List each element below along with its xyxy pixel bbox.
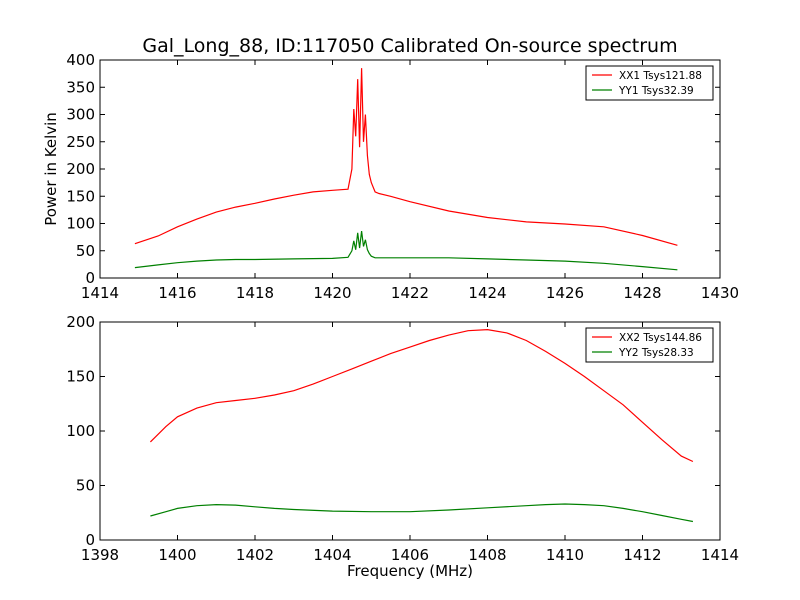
bottom-spectrum-panel: 1398 1400 1402 1404 1406 1408 1410 1412 1414 0 50 1…: [66, 313, 739, 564]
x-tick-label: 1402: [236, 546, 274, 564]
legend-box: [585, 65, 714, 101]
x-tick-label: 1410: [546, 546, 584, 564]
y-tick-label: 0: [85, 269, 95, 287]
y-tick-label: 50: [76, 242, 95, 260]
x-tick-label: 1404: [313, 546, 351, 564]
x-tick-label: 1420: [313, 284, 351, 302]
y-tick-label: 150: [66, 368, 95, 386]
y-tick-label: 200: [66, 313, 95, 331]
figure-title: Gal_Long_88, ID:117050 Calibrated On-sou…: [142, 35, 677, 57]
y-tick-label: 100: [66, 422, 95, 440]
x-tick-label: 1418: [236, 284, 274, 302]
y-tick-label: 150: [66, 187, 95, 205]
x-tick-label: 1406: [391, 546, 429, 564]
top-spectrum-panel: 1414 1416 1418 1420 1422 1424 1426 1428 1430 0 50 1…: [66, 51, 739, 302]
x-tick-label: 1416: [158, 284, 196, 302]
y-tick-label: 200: [66, 160, 95, 178]
y-tick-label: 0: [85, 531, 95, 549]
x-tick-label: 1412: [623, 546, 661, 564]
x-tick-label: 1414: [701, 546, 739, 564]
series-line-xx: [149, 328, 694, 463]
x-tick-label: 1414: [81, 284, 119, 302]
x-tick-label: 1408: [468, 546, 506, 564]
y-tick-label: 250: [66, 133, 95, 151]
legend-box: [585, 327, 714, 363]
legend-label: YY1 Tsys32.39: [618, 85, 694, 97]
legend: XX2 Tsys144.86 YY2 Tsys28.33: [585, 327, 714, 363]
legend-label: XX2 Tsys144.86: [619, 332, 702, 344]
y-tick-label: 350: [66, 78, 95, 96]
series-line-xx: [134, 68, 678, 246]
x-tick-label: 1428: [623, 284, 661, 302]
y-axis-label: Power in Kelvin: [42, 112, 60, 226]
x-tick-label: 1426: [546, 284, 584, 302]
legend-label: YY2 Tsys28.33: [618, 347, 694, 359]
x-tick-label: 1400: [158, 546, 196, 564]
y-tick-label: 400: [66, 51, 95, 69]
x-tick-label: 1422: [391, 284, 429, 302]
x-tick-label: 1430: [701, 284, 739, 302]
legend-label: XX1 Tsys121.88: [619, 70, 702, 82]
y-tick-label: 100: [66, 215, 95, 233]
x-tick-label: 1424: [468, 284, 506, 302]
series-line-yy: [150, 503, 694, 523]
y-tick-label: 300: [66, 106, 95, 124]
x-axis-label: Frequency (MHz): [347, 562, 473, 580]
x-tick-label: 1398: [81, 546, 119, 564]
series-line-yy: [134, 231, 678, 271]
legend: XX1 Tsys121.88 YY1 Tsys32.39: [585, 65, 714, 101]
y-tick-label: 50: [76, 477, 95, 495]
